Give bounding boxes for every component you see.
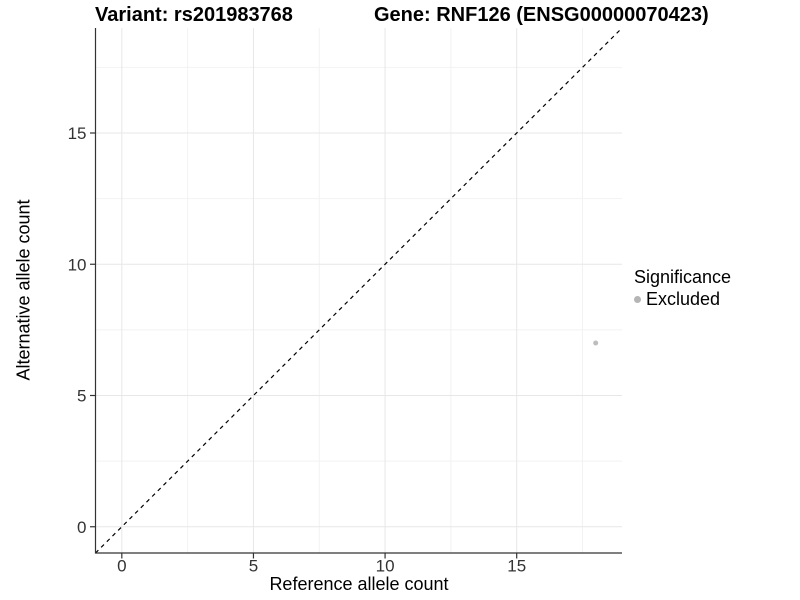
y-tick-label: 15 <box>68 124 87 143</box>
x-tick-label: 15 <box>507 557 526 576</box>
plot-title-gene: Gene: RNF126 (ENSG00000070423) <box>374 4 709 26</box>
legend-item-excluded: Excluded <box>634 288 731 310</box>
identity-line <box>95 27 623 554</box>
y-tick-label: 5 <box>77 387 86 406</box>
data-point <box>593 340 599 346</box>
x-tick-label: 5 <box>249 557 258 576</box>
legend-title: Significance <box>634 267 732 287</box>
y-axis-label: Alternative allele count <box>13 199 34 381</box>
legend-point-icon <box>634 295 641 303</box>
x-axis-label: Reference allele count <box>269 574 449 594</box>
plot-title-variant: Variant: rs201983768 <box>95 4 293 26</box>
y-tick-label: 0 <box>77 518 86 537</box>
x-tick-label: 0 <box>117 557 126 576</box>
legend: Significance Excluded <box>634 266 731 310</box>
y-tick-label: 10 <box>68 255 87 274</box>
legend-item-label: Excluded <box>646 289 721 309</box>
x-tick-label: 10 <box>376 557 395 576</box>
